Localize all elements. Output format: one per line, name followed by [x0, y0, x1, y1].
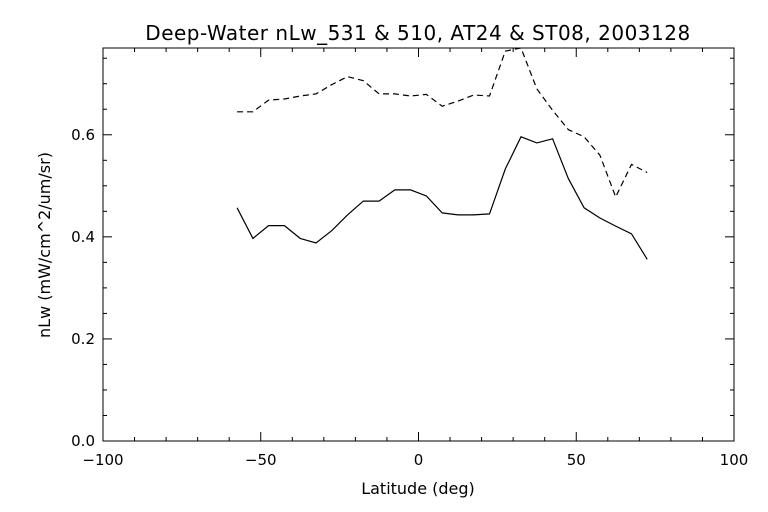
y-tick-label: 0.6: [71, 126, 95, 144]
x-tick-label: −100: [82, 451, 123, 469]
y-tick-label: 0.0: [71, 432, 95, 450]
series-line-dashed: [237, 47, 648, 199]
x-tick-label: 0: [414, 451, 424, 469]
x-tick-label: −50: [245, 451, 277, 469]
plot-frame: [102, 47, 735, 442]
y-tick-labels: 0.0 0.2 0.4 0.6: [71, 126, 95, 450]
x-tick-label: 100: [720, 451, 749, 469]
y-axis-label: nLw (mW/cm^2/um/sr): [35, 152, 54, 338]
chart-title: Deep-Water nLw_531 & 510, AT24 & ST08, 2…: [145, 21, 690, 45]
x-tick-label: 50: [567, 451, 586, 469]
series-group: [236, 47, 648, 260]
y-tick-label: 0.2: [71, 330, 95, 348]
axis-ticks: [102, 48, 735, 442]
x-axis-label: Latitude (deg): [361, 479, 475, 498]
y-tick-label: 0.4: [71, 228, 95, 246]
x-tick-labels: −100 −50 0 50 100: [82, 451, 748, 469]
series-line-solid: [236, 136, 648, 260]
